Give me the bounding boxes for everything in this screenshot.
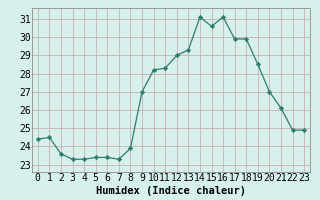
X-axis label: Humidex (Indice chaleur): Humidex (Indice chaleur) <box>96 186 246 196</box>
